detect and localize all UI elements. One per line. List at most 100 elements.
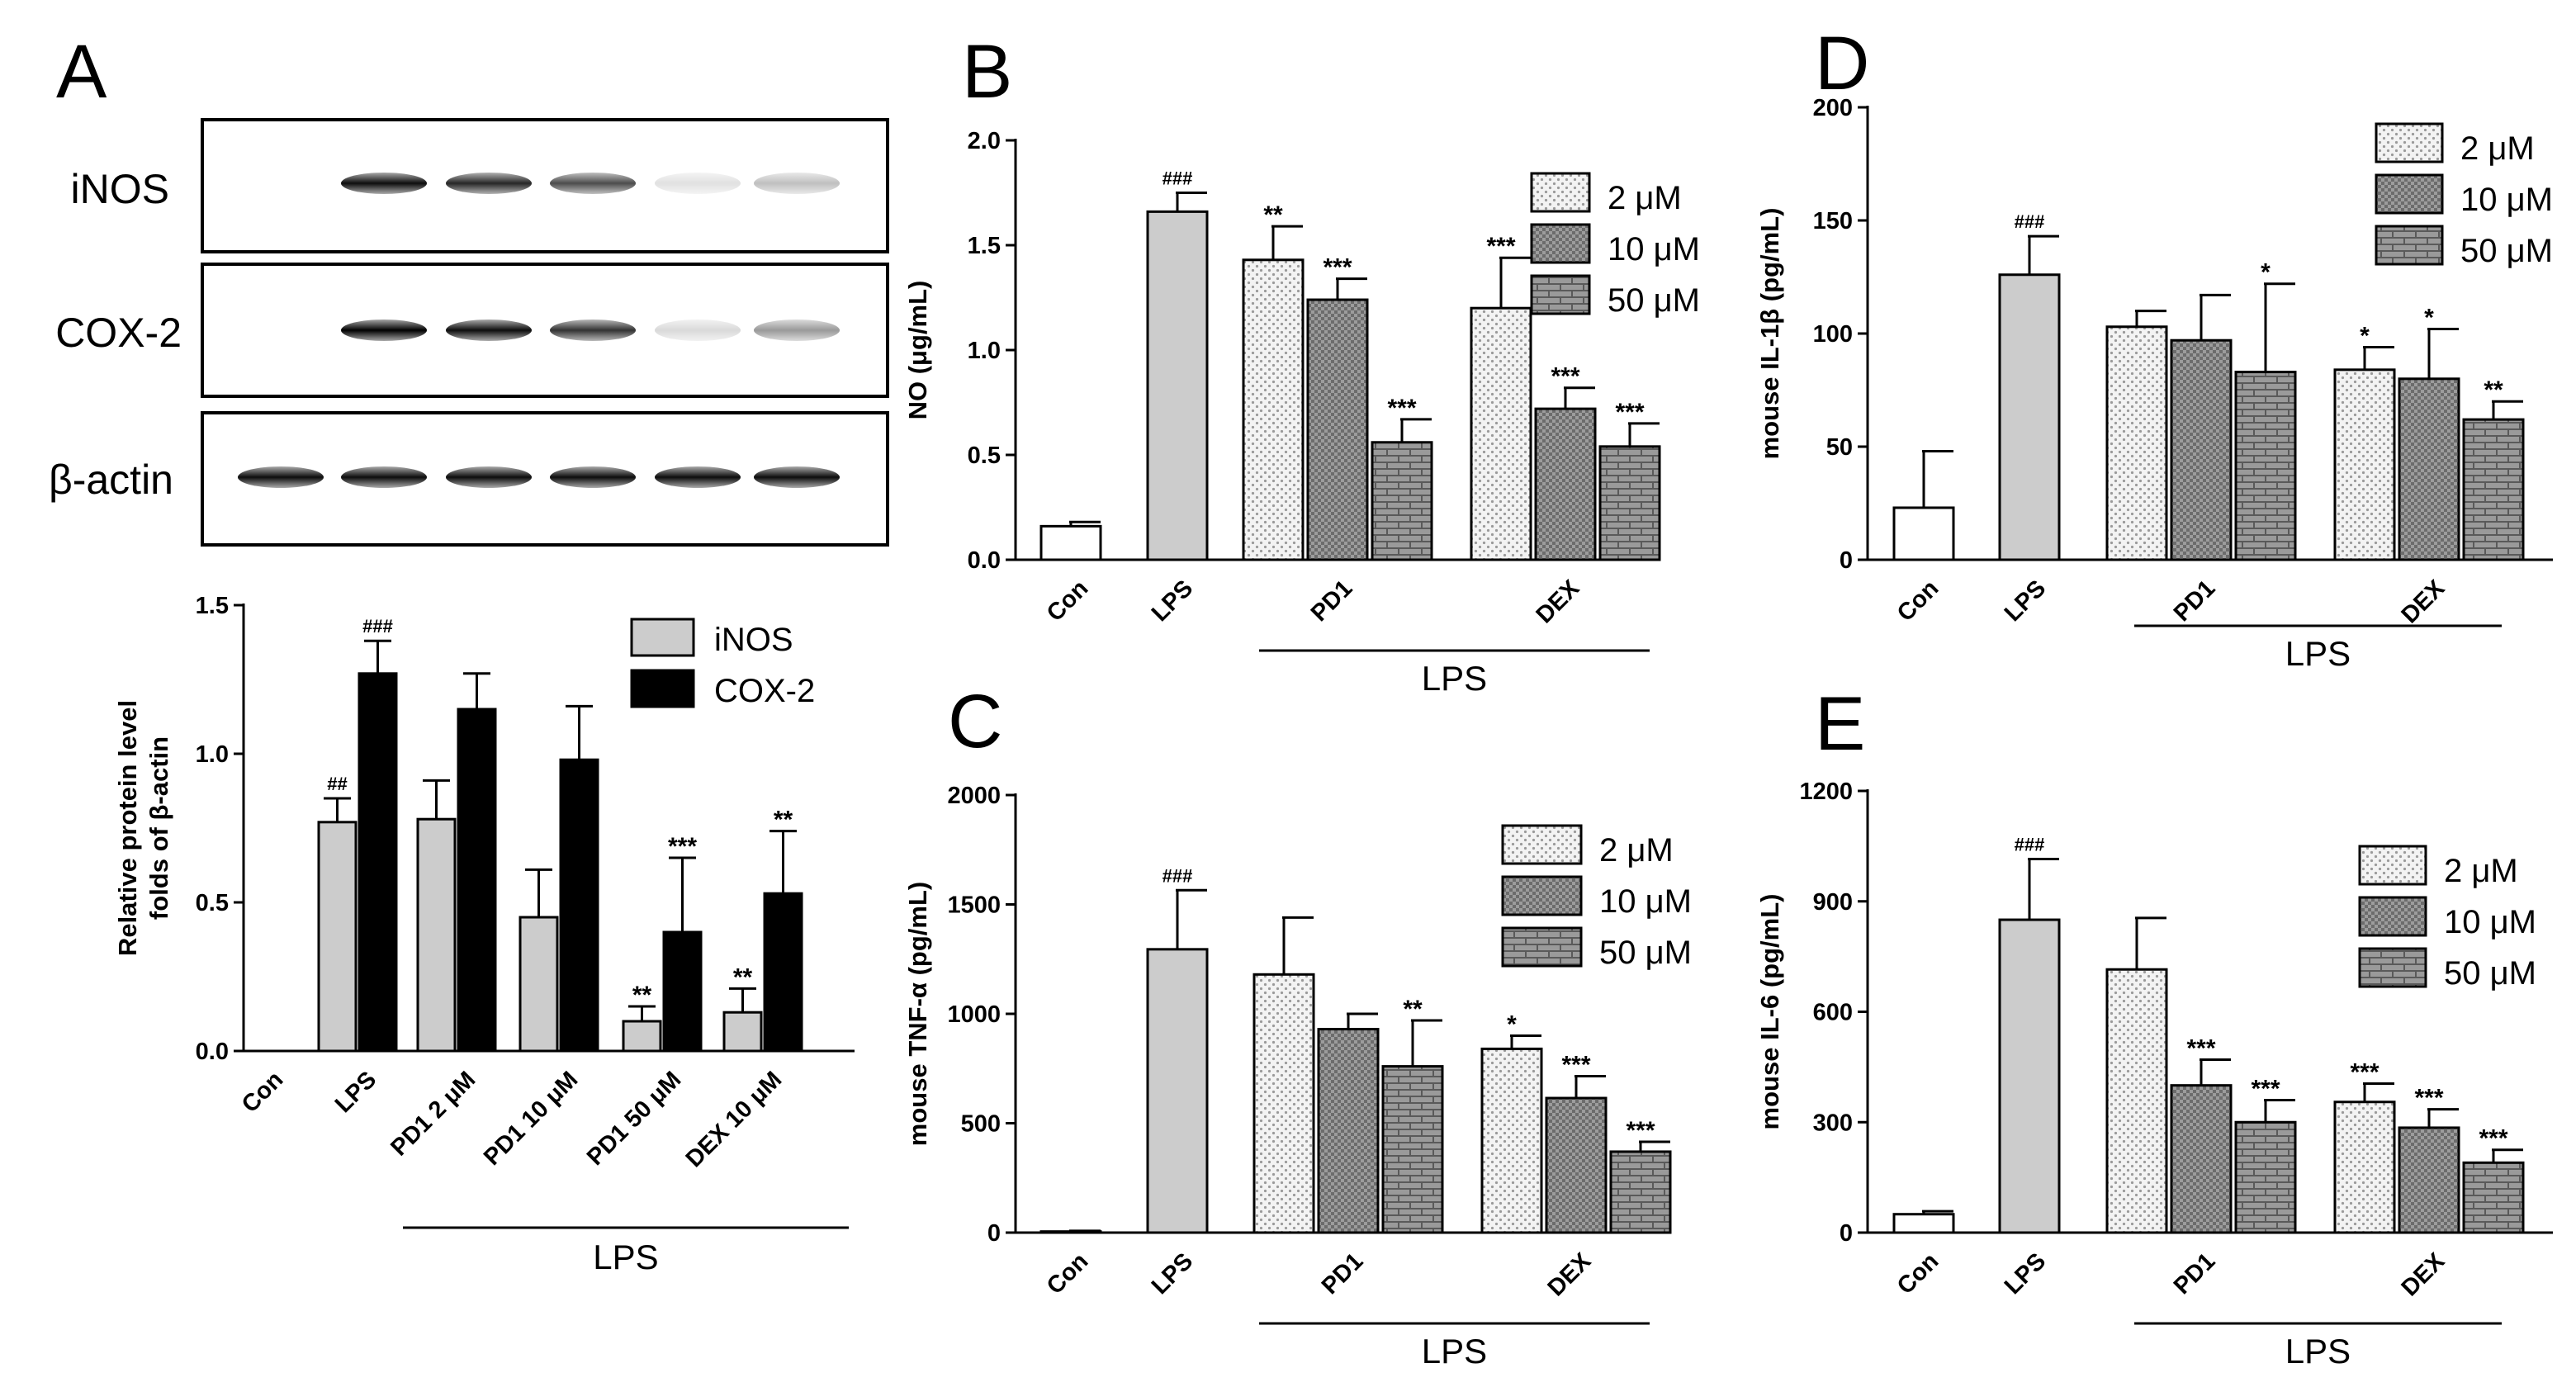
group-label: LPS [593,1238,658,1276]
significance-marker: ** [1403,996,1423,1023]
y-axis-title: folds of β-actin [144,736,173,920]
blot-label-cox2: COX-2 [55,310,182,356]
x-tick-label: Con [237,1067,288,1118]
significance-marker: *** [2186,1034,2215,1062]
y-tick-label: 0 [1840,1220,1853,1247]
y-axis-title: mouse IL-6 (pg/mL) [1755,894,1784,1130]
legend-label: COX-2 [714,673,815,709]
western-blot: A iNOS COX-2 β-actin [49,30,889,547]
significance-marker: * [2424,305,2434,332]
blot-band [550,173,636,194]
blot-label-beta-actin: β-actin [49,457,173,503]
significance-marker: * [2360,322,2370,349]
group-label: LPS [1422,659,1487,698]
legend-swatch [1530,223,1591,264]
legend-swatch [2375,122,2444,163]
bar [2234,1120,2297,1234]
x-tick-label: Con [1042,1248,1093,1299]
significance-marker: *** [2479,1125,2507,1153]
legend-label: 2 μM [2460,130,2535,167]
bar [2170,1084,2233,1234]
group-label: LPS [2285,1332,2351,1370]
significance-marker: *** [1486,233,1515,260]
bar [1306,298,1369,561]
legend-label: 2 μM [2444,853,2518,889]
x-tick-label: PD1 [2169,575,2221,627]
panel-letter: B [962,30,1012,114]
blot-band [550,466,636,488]
x-tick-label: PD1 10 μM [479,1067,583,1171]
bar [2105,968,2168,1234]
y-axis-title: mouse TNF-α (pg/mL) [903,882,932,1146]
bar [1545,1096,1608,1234]
panel-letter: E [1815,682,1865,766]
legend-label: 10 μM [2444,904,2536,940]
y-tick-label: 2.0 [968,128,1001,154]
legend-swatch [1530,172,1591,213]
y-tick-label: 1200 [1799,779,1853,805]
x-tick-label: PD1 [1317,1248,1369,1300]
y-tick-label: 0.0 [968,547,1001,574]
bar [559,758,599,1053]
bar [317,821,358,1053]
significance-marker: ## [327,774,347,794]
legend-label: 50 μM [2460,233,2553,269]
bar [1146,210,1209,561]
y-tick-label: 1.0 [196,741,229,768]
legend-swatch [1501,824,1583,865]
legend-label: 2 μM [1599,832,1674,869]
blot-band [446,173,532,194]
y-axis-title: mouse IL-1β (pg/mL) [1755,208,1784,460]
bar [416,817,457,1053]
blot-label-inos: iNOS [71,166,169,212]
significance-marker: ** [632,982,652,1009]
bar [1534,407,1597,561]
y-tick-label: 2000 [947,783,1001,809]
significance-marker: *** [1551,363,1579,391]
significance-marker: *** [1626,1117,1655,1144]
legend-swatch [1501,926,1583,968]
x-tick-label: DEX [1543,1247,1597,1301]
bar [2333,1101,2396,1234]
significance-marker: *** [1561,1052,1590,1079]
x-tick-label: Con [1892,575,1944,627]
legend-swatch [2358,896,2427,937]
y-tick-label: 900 [1813,889,1853,916]
bar [2234,371,2297,561]
x-tick-label: Con [1892,1248,1944,1299]
legend-label: iNOS [714,622,793,658]
y-axis-title: NO (μg/mL) [903,281,932,420]
significance-marker: ** [733,963,753,991]
significance-marker: *** [1323,254,1352,282]
blot-band [446,466,532,488]
legend-label: 2 μM [1608,180,1682,216]
blot-bands [238,173,840,488]
x-tick-label: PD1 [1306,575,1358,627]
legend-swatch [1501,875,1583,916]
bar [2398,377,2460,561]
y-tick-label: 1.5 [968,233,1001,259]
significance-marker: ### [362,616,393,637]
bar [622,1020,662,1053]
x-tick-label: LPS [2000,1248,2052,1300]
blot-band [446,320,532,341]
legend-swatch [630,618,695,657]
significance-marker: ** [2484,376,2503,404]
legend-label: 10 μM [1599,883,1692,920]
significance-marker: *** [2350,1058,2379,1086]
bar [722,1011,763,1053]
bar [1598,445,1661,561]
legend-swatch [2375,225,2444,266]
x-tick-label: PD1 2 μM [386,1067,481,1162]
y-tick-label: 100 [1813,321,1853,348]
y-tick-label: 50 [1826,434,1853,461]
y-tick-label: 1.5 [196,593,229,619]
blot-band [655,466,741,488]
bar [662,930,703,1053]
x-tick-label: DEX 10 μM [681,1067,788,1173]
legend-swatch [2358,947,2427,988]
